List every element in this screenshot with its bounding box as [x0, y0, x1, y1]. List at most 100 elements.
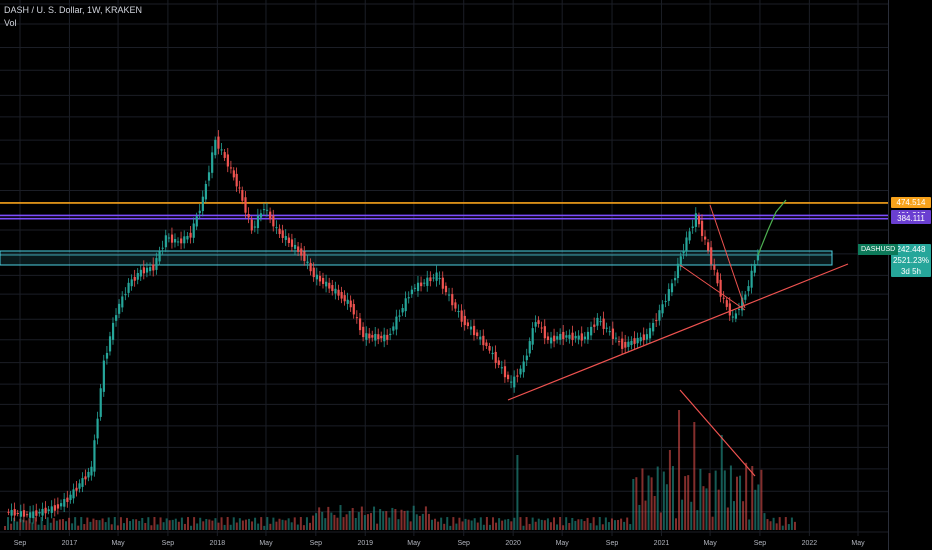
volume-bar [122, 523, 125, 530]
candle-body [731, 316, 734, 318]
volume-bar [315, 513, 318, 530]
volume-bar [110, 524, 113, 530]
candle-body [201, 196, 204, 212]
candle-body [130, 279, 133, 287]
candle-body [426, 277, 429, 286]
volume-bar [675, 518, 677, 530]
volume-bar [251, 521, 254, 530]
candle-body [47, 509, 50, 511]
candle-body [722, 297, 725, 299]
candle-body [734, 313, 738, 319]
candle-body [374, 333, 377, 341]
candle-body [340, 292, 343, 299]
candle-body [281, 230, 284, 238]
candle-body [642, 334, 645, 341]
support-zone [0, 250, 833, 266]
volume-bar [574, 520, 577, 530]
volume-bar [299, 517, 302, 530]
volume-bar [607, 522, 610, 530]
candle-body [377, 334, 380, 340]
volume-bar [360, 506, 363, 530]
volume-bar [470, 520, 473, 530]
candle-body [334, 288, 337, 294]
candle-body [259, 213, 263, 218]
candle-body [605, 327, 608, 329]
volume-bar [760, 469, 763, 530]
x-tick-label: May [851, 540, 865, 547]
candle-body [590, 326, 593, 336]
candle-body [463, 315, 466, 326]
wedge-upper-line [709, 204, 746, 309]
volume-bar [241, 520, 244, 530]
volume-bar [778, 517, 781, 530]
candle-body [306, 261, 309, 264]
volume-bar [665, 484, 668, 530]
candle-body [60, 503, 63, 507]
volume-bar [92, 518, 95, 530]
volume-bar [516, 455, 519, 530]
volume-bar [510, 521, 513, 530]
volume-bar [132, 519, 135, 530]
volume-bar [763, 513, 766, 530]
volume-bar [37, 524, 40, 530]
candle-body [537, 320, 540, 324]
volume-bar [370, 513, 372, 530]
volume-bar [366, 514, 369, 530]
volume-bar [382, 511, 385, 530]
bar-countdown: 3d 5h [900, 267, 922, 276]
candle-body [596, 317, 599, 326]
volume-bar [443, 523, 446, 530]
volume-bar [714, 470, 717, 530]
candle-body [207, 172, 211, 181]
volume-bar [485, 517, 488, 530]
candle-body [278, 228, 281, 235]
volume-bar [354, 517, 357, 530]
candle-body [111, 322, 115, 340]
volume-bar [86, 517, 89, 530]
volume-bar [52, 518, 55, 530]
candle-body [674, 277, 677, 281]
volume-bar [556, 524, 559, 530]
candle-body [494, 351, 497, 363]
volume-bar [16, 521, 19, 530]
volume-bar [525, 517, 528, 530]
candle-body [413, 287, 417, 289]
candle-body [652, 322, 655, 332]
candle-body [491, 352, 494, 355]
volume-bar [775, 523, 778, 530]
candle-body [167, 237, 171, 239]
candle-body [158, 251, 161, 262]
candle-body [580, 333, 583, 341]
candle-body [469, 326, 473, 330]
candle-body [710, 247, 713, 265]
candle-body [679, 256, 682, 267]
candle-body [624, 341, 627, 348]
volume-bar [43, 525, 46, 530]
candle-body [500, 367, 503, 369]
volume-bar [363, 515, 366, 530]
volume-bar [351, 507, 354, 530]
volume-bar [373, 506, 376, 530]
volume-bar [623, 521, 626, 530]
candle-body [380, 335, 383, 339]
volume-bar [626, 517, 629, 530]
volume-bar [781, 525, 784, 530]
candle-body [244, 197, 247, 213]
candle-body [133, 276, 136, 281]
candle-body [32, 511, 35, 519]
volume-bar [71, 523, 74, 530]
volume-bar [562, 525, 565, 530]
last-price: 242.448 [896, 245, 926, 254]
candle-body [214, 139, 217, 156]
candle-body [682, 250, 685, 254]
volume-bar [89, 521, 92, 530]
candle-body [315, 274, 319, 280]
volume-bar [77, 525, 80, 530]
volume-bar [217, 522, 220, 530]
candle-body [290, 239, 294, 247]
candle-body [300, 248, 303, 256]
volume-bar [153, 517, 156, 530]
volume-bar [467, 519, 470, 530]
volume-bar [421, 513, 424, 530]
